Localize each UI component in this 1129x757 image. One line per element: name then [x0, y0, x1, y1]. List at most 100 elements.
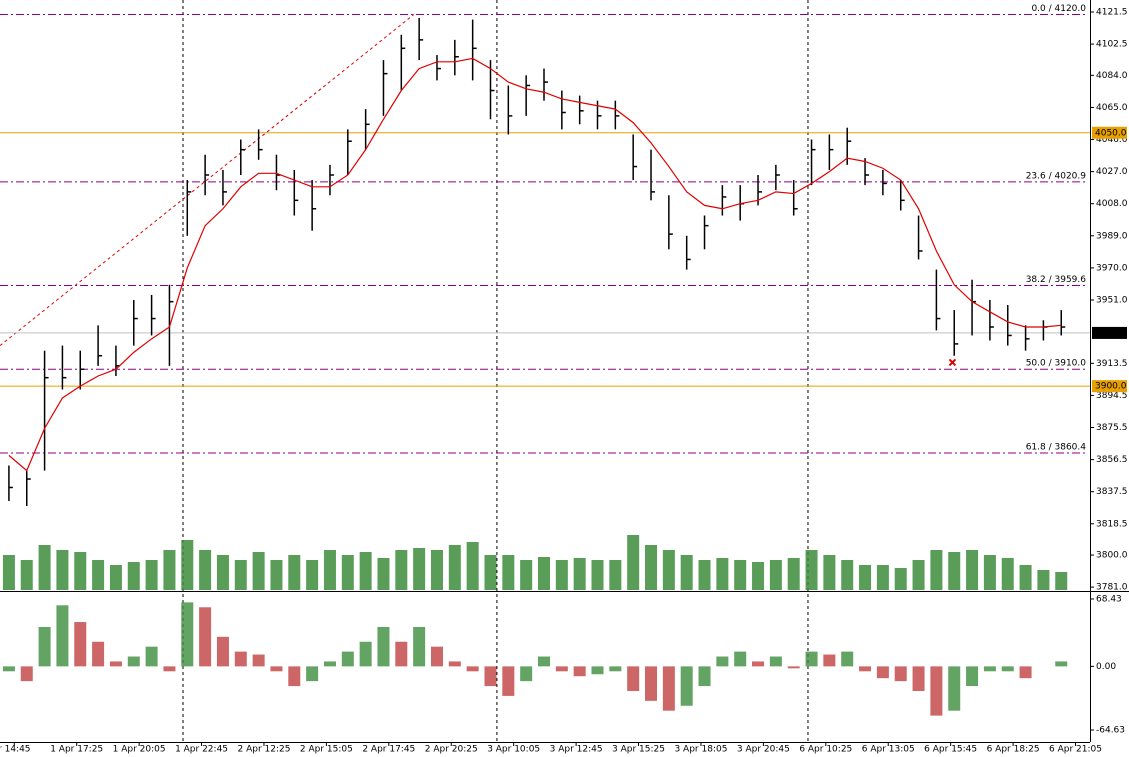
oscillator-bar	[127, 656, 140, 667]
fib-label: 38.2 / 3959.6	[1026, 275, 1087, 285]
oscillator-bar	[2, 666, 15, 672]
oscillator-bar	[859, 666, 872, 672]
oscillator-bar	[199, 607, 212, 667]
volume-bar	[573, 558, 586, 590]
volume-bar	[163, 550, 176, 590]
oscillator-bar	[74, 622, 87, 667]
oscillator-bar	[252, 654, 265, 667]
oscillator-bar	[38, 626, 51, 667]
oscillator-bar	[181, 602, 194, 667]
oscillator-bar	[145, 646, 158, 667]
volume-bar	[430, 550, 443, 590]
volume-bar	[805, 550, 818, 590]
volume-bar	[484, 555, 497, 590]
x-tick-label: 2 Apr 12:25	[237, 745, 290, 755]
moving-average	[8, 57, 1062, 472]
x-tick-label: 6 Apr 15:45	[924, 745, 977, 755]
oscillator-bar	[698, 666, 711, 687]
volume-bar	[841, 560, 854, 590]
oscillator-bar	[734, 651, 747, 667]
oscillator-bar	[769, 656, 782, 667]
volume-bar	[787, 558, 800, 590]
volume-bar	[859, 565, 872, 590]
fib-label: 0.0 / 4120.0	[1031, 4, 1086, 14]
signal-marker	[948, 358, 957, 367]
volume-bar	[413, 548, 426, 590]
y-tick-label: 0.00	[1096, 662, 1116, 672]
volume-bar	[983, 555, 996, 590]
volume-bar	[1001, 558, 1014, 590]
price-level-label: 4050.0	[1095, 128, 1127, 138]
oscillator-bar	[323, 661, 336, 667]
oscillator-bar	[876, 666, 889, 679]
last-price-box	[1092, 326, 1127, 339]
oscillator-bar	[234, 651, 247, 667]
volume-bar	[145, 560, 158, 590]
y-tick-label: 68.43	[1096, 594, 1122, 604]
volume-bar	[359, 552, 372, 590]
oscillator-bar	[1055, 661, 1068, 667]
oscillator-bar	[752, 661, 765, 667]
x-tick-label: 6 Apr 18:25	[987, 745, 1040, 755]
oscillator-bar	[841, 651, 854, 667]
fib-label: 50.0 / 3910.0	[1026, 359, 1087, 369]
volume-bar	[377, 558, 390, 590]
y-tick-label: 4008.0	[1096, 199, 1128, 209]
oscillator-bar	[948, 666, 961, 711]
x-tick-label: 2 Apr 17:45	[362, 745, 415, 755]
oscillator-bar	[56, 605, 69, 667]
y-tick-label: 3875.5	[1096, 423, 1128, 433]
volume-bar	[395, 550, 408, 590]
y-tick-label: 4027.0	[1096, 167, 1128, 177]
oscillator-bar	[538, 656, 550, 667]
y-tick-label: 3970.0	[1096, 263, 1128, 273]
y-tick-label: 4065.0	[1096, 103, 1128, 113]
oscillator-bar	[395, 641, 408, 667]
volume-bar	[894, 568, 907, 590]
oscillator-bar	[413, 626, 426, 667]
volume-bar	[2, 555, 15, 590]
volume-bar	[448, 545, 461, 590]
volume-bar	[591, 560, 604, 590]
oscillator-bar	[823, 654, 836, 667]
y-tick-label: 3913.5	[1096, 359, 1128, 369]
x-tick-label: 6 Apr 21:05	[1049, 745, 1102, 755]
volume-bar	[109, 565, 122, 590]
y-tick-label: 4121.5	[1096, 7, 1128, 17]
volume-bar	[288, 555, 301, 590]
oscillator-bar	[983, 666, 996, 672]
y-tick-label: 4084.0	[1096, 71, 1128, 81]
y-tick-label: 3989.0	[1096, 231, 1128, 241]
volume-bar	[1055, 572, 1068, 590]
oscillator-bar	[662, 666, 675, 711]
volume-bar	[948, 552, 961, 590]
volume-bar	[20, 560, 33, 590]
volume-bar	[680, 555, 693, 590]
volume-bar	[270, 560, 283, 590]
fib-label: 23.6 / 4020.9	[1026, 171, 1087, 181]
y-tick-label: -64.63	[1096, 726, 1125, 736]
volume-bar	[645, 545, 658, 590]
volume-bar	[38, 545, 51, 590]
volume-bar	[769, 560, 782, 590]
x-tick-label: 6 Apr 10:25	[799, 745, 852, 755]
oscillator-bar	[912, 666, 925, 691]
volume-bar	[538, 557, 550, 590]
oscillator-bar	[216, 636, 229, 667]
oscillator-bar	[573, 666, 586, 677]
volume-bar	[1019, 565, 1032, 590]
volume-bar	[609, 560, 622, 590]
oscillator-bar	[787, 666, 800, 669]
volume-bar	[555, 560, 568, 590]
y-tick-label: 4102.5	[1096, 40, 1128, 50]
oscillator-bar	[466, 666, 479, 672]
oscillator-bar	[1001, 666, 1014, 672]
x-tick-label: 2 Apr 20:25	[425, 745, 478, 755]
volume-bar	[92, 560, 105, 590]
volume-bar	[466, 542, 479, 590]
y-tick-label: 3781.0	[1096, 583, 1128, 593]
oscillator-bar	[359, 641, 372, 667]
volume-bar	[823, 555, 836, 590]
volume-bar	[752, 562, 765, 590]
